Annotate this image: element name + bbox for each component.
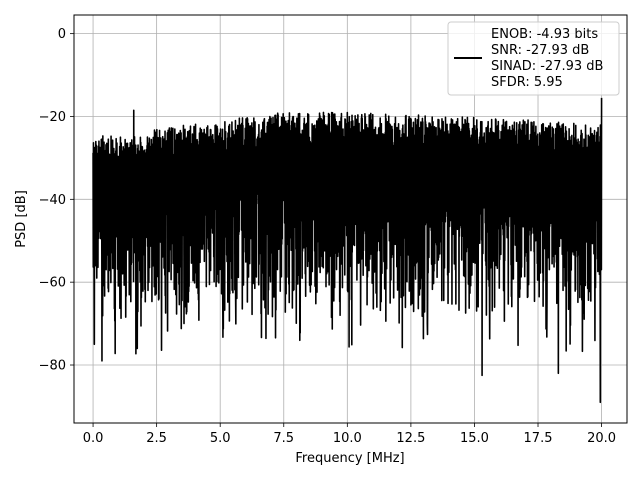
x-tick-label: 17.5 — [524, 431, 553, 446]
legend-entry-line-2: SNR: -27.93 dB — [491, 43, 589, 58]
y-axis-ticks: 0 −20 −40 −60 −80 — [39, 27, 74, 374]
x-axis-ticks: 0.0 2.5 5.0 7.5 10.0 12.5 15.0 17.5 20.0 — [83, 423, 616, 446]
legend-entry-line-3: SINAD: -27.93 dB — [491, 59, 603, 74]
y-tick-label: −20 — [39, 110, 66, 125]
legend-box — [447, 21, 620, 96]
plot-area — [92, 97, 603, 404]
x-tick-label: 12.5 — [396, 431, 425, 446]
legend-entry-line-4: SFDR: 5.95 — [491, 75, 563, 90]
x-tick-label: 7.5 — [273, 431, 294, 446]
psd-series-line — [92, 97, 603, 404]
x-axis-label: Frequency [MHz] — [295, 451, 404, 466]
x-tick-label: 5.0 — [210, 431, 231, 446]
y-axis-label: PSD [dB] — [14, 190, 29, 248]
x-tick-label: 2.5 — [146, 431, 167, 446]
legend-entry-line-1: ENOB: -4.93 bits — [491, 27, 598, 42]
x-tick-label: 15.0 — [460, 431, 489, 446]
y-tick-label: −60 — [39, 276, 66, 291]
y-tick-label: 0 — [58, 27, 66, 42]
x-tick-label: 20.0 — [587, 431, 616, 446]
x-tick-label: 0.0 — [83, 431, 104, 446]
x-tick-label: 10.0 — [333, 431, 362, 446]
y-tick-label: −80 — [39, 359, 66, 374]
y-tick-label: −40 — [39, 193, 66, 208]
plot-frame — [73, 14, 628, 424]
legend: ENOB: -4.93 bits SNR: -27.93 dB SINAD: -… — [447, 21, 620, 96]
